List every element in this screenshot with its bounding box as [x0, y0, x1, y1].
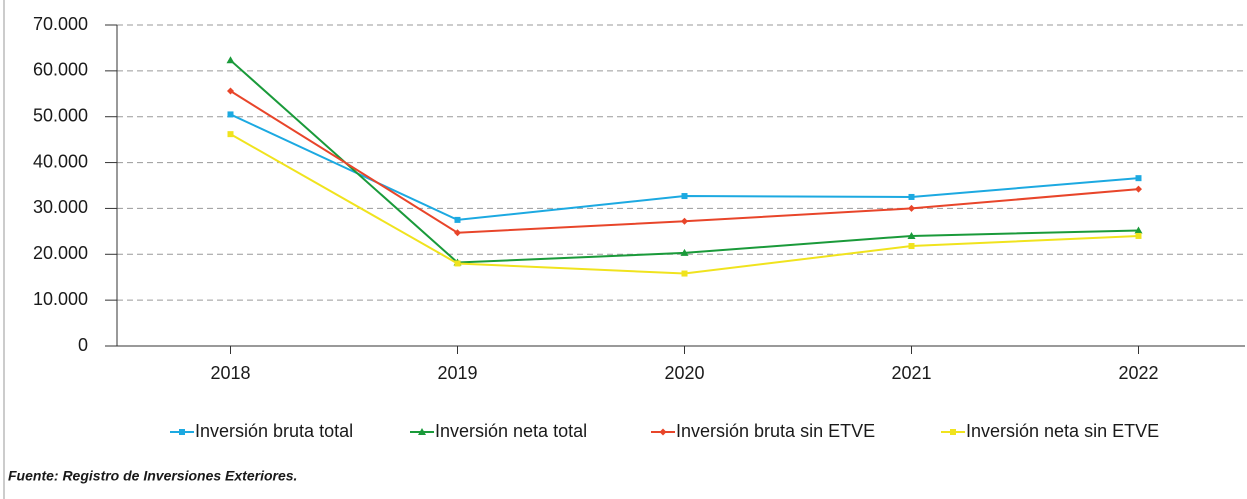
- x-tick-label: 2022: [1118, 363, 1158, 383]
- y-tick-label: 70.000: [33, 14, 88, 34]
- marker: [179, 429, 185, 435]
- marker: [681, 270, 688, 277]
- legend-label: Inversión bruta total: [195, 421, 353, 441]
- marker: [1135, 232, 1142, 239]
- y-tick-label: 30.000: [33, 197, 88, 217]
- marker: [227, 111, 234, 118]
- marker: [418, 428, 426, 435]
- marker: [681, 217, 688, 225]
- y-tick-label: 20.000: [33, 243, 88, 263]
- x-tick-label: 2018: [210, 363, 250, 383]
- marker: [907, 231, 916, 239]
- marker: [227, 131, 234, 138]
- legend-label: Inversión neta total: [435, 421, 587, 441]
- legend-label: Inversión bruta sin ETVE: [676, 421, 875, 441]
- marker: [908, 193, 915, 200]
- y-tick-label: 50.000: [33, 105, 88, 125]
- y-tick-label: 0: [78, 335, 88, 355]
- marker: [908, 243, 915, 250]
- x-tick-label: 2021: [891, 363, 931, 383]
- marker: [1135, 175, 1142, 182]
- x-tick-label: 2020: [664, 363, 704, 383]
- marker: [454, 229, 461, 237]
- y-tick-label: 10.000: [33, 289, 88, 309]
- marker: [908, 204, 915, 212]
- marker: [454, 260, 461, 267]
- marker: [681, 193, 688, 200]
- series-line: [230, 113, 1139, 221]
- marker: [227, 87, 234, 95]
- marker: [950, 429, 956, 435]
- series-line: [229, 59, 1139, 264]
- marker: [1134, 226, 1143, 234]
- source-note: Fuente: Registro de Inversiones Exterior…: [8, 468, 297, 484]
- marker: [1135, 185, 1142, 193]
- legend-label: Inversión neta sin ETVE: [966, 421, 1159, 441]
- marker: [659, 428, 667, 436]
- marker: [680, 248, 689, 256]
- y-tick-label: 60.000: [33, 60, 88, 80]
- marker: [454, 216, 461, 223]
- y-tick-label: 40.000: [33, 151, 88, 171]
- x-tick-label: 2019: [437, 363, 477, 383]
- marker: [226, 56, 235, 64]
